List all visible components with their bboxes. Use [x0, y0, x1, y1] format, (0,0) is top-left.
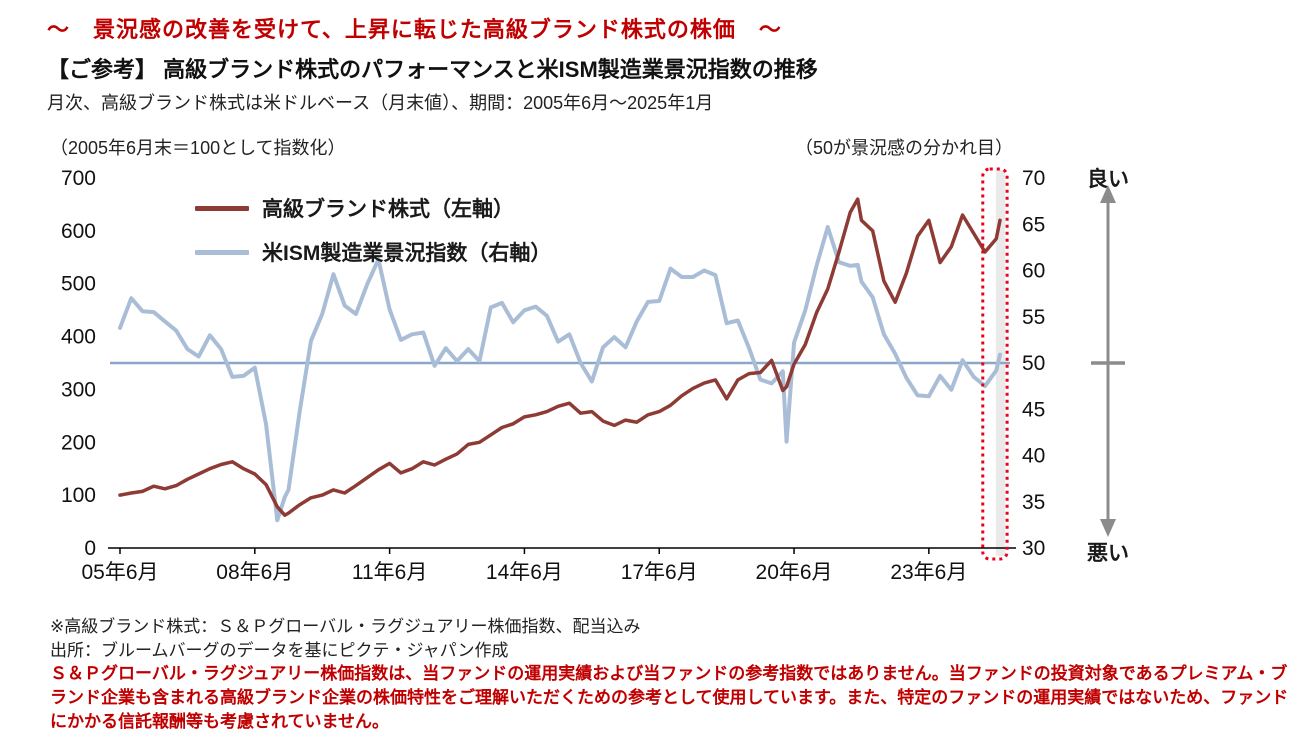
svg-text:05年6月: 05年6月: [81, 561, 158, 584]
footnote-source: 出所：ブルームバーグのデータを基にピクテ・ジャパン作成: [50, 641, 509, 660]
chart-canvas: 0 100 200 300 400 500 600 700 30 35 40 45 50 55 60 65 70…: [61, 167, 1125, 584]
svg-text:200: 200: [61, 431, 96, 454]
chart-legend: 高級ブランド株式（左軸） 米ISM製造業景況指数（右軸）: [195, 193, 551, 281]
legend-item-ism: 米ISM製造業景況指数（右軸）: [195, 237, 551, 267]
left-axis-note: （2005年6月末＝100として指数化）: [50, 138, 346, 158]
svg-text:17年6月: 17年6月: [621, 561, 698, 584]
svg-text:60: 60: [1022, 260, 1045, 283]
svg-text:08年6月: 08年6月: [216, 561, 293, 584]
right-axis-note: （50が景況感の分かれ目）: [795, 138, 1014, 158]
footnote-index-definition: ※高級ブランド株式：Ｓ＆Ｐグローバル・ラグジュアリー株価指数、配当込み: [50, 617, 641, 636]
svg-text:40: 40: [1022, 445, 1045, 468]
svg-text:45: 45: [1022, 398, 1045, 421]
svg-text:14年6月: 14年6月: [486, 561, 563, 584]
svg-text:65: 65: [1022, 213, 1045, 236]
svg-text:70: 70: [1022, 167, 1045, 190]
legend-label-luxury: 高級ブランド株式（左軸）: [262, 198, 514, 221]
svg-text:700: 700: [61, 167, 96, 190]
svg-text:0: 0: [84, 537, 96, 560]
svg-text:600: 600: [61, 220, 96, 243]
svg-text:300: 300: [61, 378, 96, 401]
chart-title: 【ご参考】 高級ブランド株式のパフォーマンスと米ISM製造業景況指数の推移: [47, 57, 818, 82]
legend-label-ism: 米ISM製造業景況指数（右軸）: [262, 242, 552, 265]
svg-text:100: 100: [61, 484, 96, 507]
svg-text:20年6月: 20年6月: [756, 561, 833, 584]
sentiment-good-label: 良い: [1087, 168, 1129, 191]
svg-text:55: 55: [1022, 306, 1045, 329]
svg-text:11年6月: 11年6月: [352, 561, 427, 584]
svg-text:50: 50: [1022, 352, 1045, 375]
svg-text:35: 35: [1022, 491, 1045, 514]
ism-series-swatch: [195, 249, 249, 255]
luxury-series-swatch: [195, 205, 249, 211]
svg-text:500: 500: [61, 273, 96, 296]
legend-item-luxury: 高級ブランド株式（左軸）: [195, 193, 551, 223]
chart-area: 0 100 200 300 400 500 600 700 30 35 40 45 50 55 60 65 70…: [45, 163, 1255, 603]
sentiment-bad-label: 悪い: [1087, 542, 1129, 565]
svg-text:400: 400: [61, 326, 96, 349]
svg-text:30: 30: [1022, 537, 1045, 560]
footnote-disclaimer: Ｓ＆Ｐグローバル・ラグジュアリー株価指数は、当ファンドの運用実績および当ファンド…: [50, 664, 1289, 731]
banner-title: ～ 景況感の改善を受けて、上昇に転じた高級ブランド株式の株価 ～: [47, 17, 782, 42]
chart-period-note: 月次、高級ブランド株式は米ドルベース（月末値）、期間：2005年6月～2025年…: [47, 93, 714, 113]
svg-text:23年6月: 23年6月: [890, 561, 967, 584]
